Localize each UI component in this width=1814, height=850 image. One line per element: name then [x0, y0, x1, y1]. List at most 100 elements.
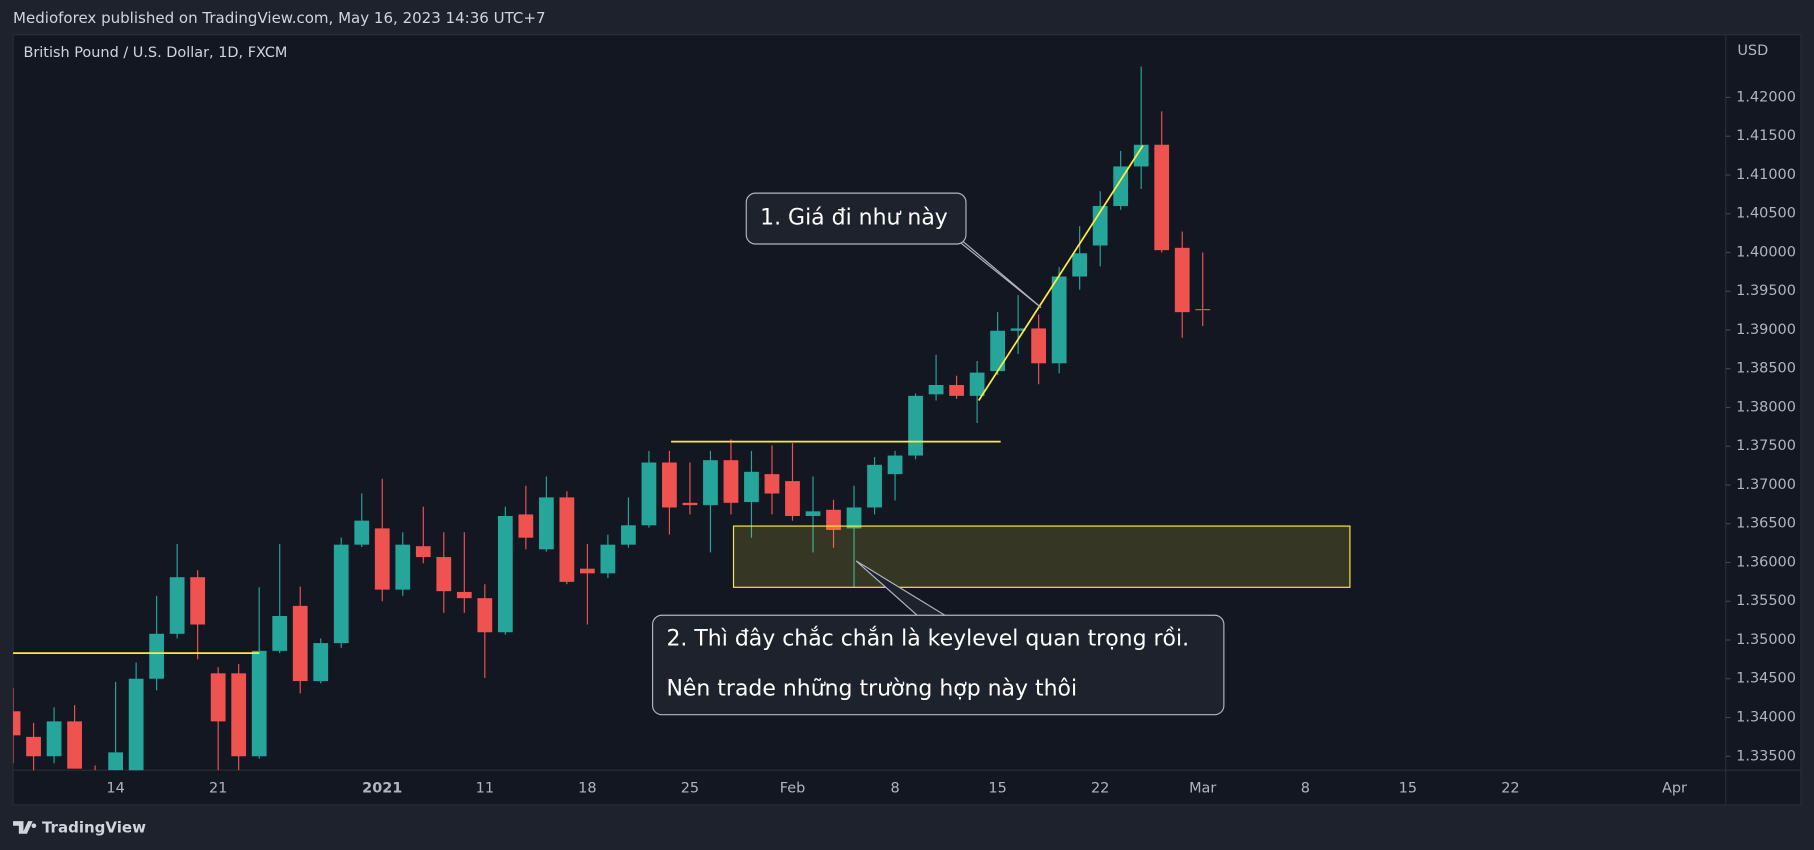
header: Medioforex published on TradingView.com,…	[13, 9, 545, 27]
candle-body	[600, 544, 616, 574]
y-tick-label: 1.33500	[1736, 748, 1796, 764]
callout-box	[651, 614, 1225, 716]
currency-label: USD	[1737, 43, 1768, 59]
candle-body	[887, 455, 903, 475]
candle-body	[13, 711, 21, 736]
candle-body	[210, 673, 226, 722]
candle-body	[497, 515, 513, 633]
candle-body	[313, 643, 329, 682]
brand: TradingView	[42, 819, 146, 837]
candle-body	[67, 721, 82, 769]
y-tick-label: 1.34500	[1736, 671, 1796, 687]
y-tick-label: 1.38500	[1736, 361, 1796, 377]
candle-body	[969, 372, 985, 396]
candle-body	[744, 471, 759, 503]
y-tick-label: 1.40000	[1736, 244, 1796, 260]
candle-body	[1051, 276, 1067, 364]
candle-body	[579, 568, 595, 574]
candle-body	[908, 395, 923, 456]
candle-body	[149, 633, 165, 679]
x-tick-label: 8	[890, 781, 899, 797]
candle-body	[272, 615, 288, 651]
candle-body	[703, 460, 718, 506]
candle-body	[826, 509, 841, 530]
candle-body	[415, 546, 431, 558]
x-tick-label: 11	[476, 781, 494, 797]
candle-body	[723, 460, 739, 503]
candle-body	[990, 330, 1005, 372]
candle-body	[538, 497, 554, 550]
brand-logo	[13, 821, 37, 834]
candle-body	[374, 528, 390, 590]
candle-body	[1072, 253, 1088, 277]
key-zone	[732, 525, 1351, 588]
x-tick-label: Apr	[1662, 781, 1687, 797]
x-tick-label: 18	[578, 781, 596, 797]
x-tick-label: 22	[1501, 781, 1519, 797]
candle-body	[477, 598, 493, 633]
x-tick-label: 14	[106, 781, 124, 797]
candle-body	[559, 497, 575, 582]
candle-body	[251, 650, 267, 757]
x-tick-label: Mar	[1189, 781, 1216, 797]
symbol-title: British Pound / U.S. Dollar, 1D, FXCM	[23, 45, 287, 61]
x-tick-label: 8	[1301, 781, 1310, 797]
candle-body	[292, 605, 308, 682]
candle-body	[1092, 205, 1108, 246]
y-tick-label: 1.41500	[1736, 128, 1796, 144]
candle-body	[1010, 328, 1026, 331]
candle-body	[1113, 166, 1129, 206]
y-tick-label: 1.37500	[1736, 438, 1796, 454]
x-tick-label: 22	[1091, 781, 1109, 797]
candle-body	[764, 474, 780, 494]
candle-body	[169, 577, 185, 634]
candle-body	[1154, 144, 1170, 251]
candle-body	[785, 481, 800, 516]
y-tick-label: 1.38000	[1736, 399, 1796, 415]
candle-body	[1133, 144, 1149, 167]
candle-body	[846, 507, 862, 529]
callout-box	[745, 192, 967, 245]
candle-body	[867, 464, 882, 508]
y-tick-label: 1.36000	[1736, 554, 1796, 570]
x-tick-label: 15	[1399, 781, 1417, 797]
candle-body	[621, 525, 636, 545]
candle-body	[128, 678, 144, 771]
y-tick-label: 1.36500	[1736, 516, 1796, 532]
candle-body	[231, 673, 247, 757]
candle-body	[518, 514, 534, 538]
candle-body	[190, 577, 206, 625]
candle-body	[1174, 247, 1190, 313]
candle-body	[949, 385, 964, 396]
x-tick-label: 25	[681, 781, 699, 797]
plot	[13, 66, 1351, 771]
candle-body	[26, 736, 41, 757]
candle-body	[333, 544, 349, 644]
y-tick-label: 1.41000	[1736, 167, 1796, 183]
candle-body	[682, 502, 698, 506]
x-tick-label: 2021	[362, 781, 402, 797]
x-tick-label: 21	[209, 781, 227, 797]
y-tick-label: 1.39500	[1736, 283, 1796, 299]
callout-text: 1. Giá đi như này	[760, 206, 948, 231]
candle-body	[805, 511, 821, 516]
candle-body	[436, 557, 452, 592]
candle-body	[108, 752, 123, 771]
y-tick-label: 1.42000	[1736, 89, 1796, 105]
candle-body	[354, 520, 370, 545]
y-tick-label: 1.34000	[1736, 710, 1796, 726]
candle-body	[1195, 309, 1211, 311]
x-tick-label: Feb	[780, 781, 806, 797]
candle-body	[641, 462, 657, 526]
y-tick-label: 1.40500	[1736, 206, 1796, 222]
candle-body	[46, 721, 62, 757]
y-tick-label: 1.39000	[1736, 322, 1796, 338]
annotations: 1. Giá đi như này 2. Thì đây chắc chắn là…	[651, 192, 1225, 716]
y-tick-label: 1.35500	[1736, 593, 1796, 609]
axes: 1.33500 1.34000 1.34500 1.35000 1.35500 1.360…	[106, 89, 1795, 796]
y-tick-label: 1.37000	[1736, 477, 1796, 493]
candle-body	[456, 591, 472, 599]
callout-text: 2. Thì đây chắc chắn là keylevel quan tr…	[666, 627, 1189, 652]
